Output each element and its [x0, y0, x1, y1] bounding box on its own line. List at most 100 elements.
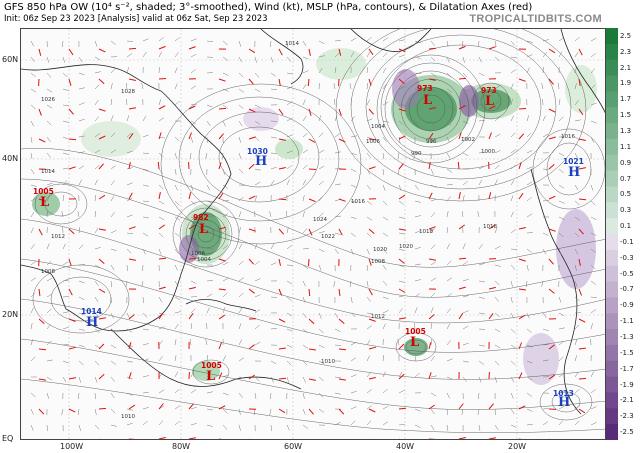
- wind-barb: [526, 312, 530, 319]
- wind-barb: [446, 340, 451, 346]
- wind-barb: [78, 226, 80, 234]
- isobar-label: 996: [426, 139, 437, 145]
- wind-barb: [126, 132, 132, 138]
- wind-barb: [574, 67, 577, 74]
- wind-barb: [190, 120, 197, 125]
- wind-barb: [174, 52, 179, 58]
- wind-barb: [110, 180, 116, 186]
- wind-barb: [238, 227, 241, 234]
- wind-barb: [30, 104, 36, 110]
- wind-barb: [462, 120, 469, 124]
- wind-barb: [174, 280, 179, 287]
- wind-barb: [366, 372, 371, 378]
- wind-barb: [158, 296, 163, 303]
- dilatation-axis: [428, 342, 432, 350]
- wind-barb: [142, 168, 149, 172]
- colorbar-tick: -0.3: [620, 253, 634, 262]
- dilatation-axis: [128, 162, 131, 170]
- wind-barb: [430, 244, 436, 250]
- wind-barb: [334, 67, 337, 74]
- wind-barb: [478, 166, 485, 170]
- wind-barb: [414, 322, 416, 330]
- colorbar-segment: [606, 107, 618, 124]
- dilatation-axis: [548, 344, 555, 350]
- wind-barb: [478, 263, 485, 266]
- dilatation-axis: [369, 438, 370, 439]
- wind-barb: [110, 392, 115, 399]
- wind-barb: [46, 72, 52, 78]
- wind-barb: [62, 136, 69, 140]
- wind-barb: [142, 152, 149, 155]
- wind-barb: [126, 40, 134, 42]
- wind-barb: [190, 264, 197, 269]
- wind-barb: [286, 344, 293, 348]
- wind-barb: [334, 40, 342, 42]
- dilatation-axis: [308, 228, 313, 236]
- wind-barb: [254, 104, 261, 108]
- wind-barb: [286, 179, 290, 186]
- wind-barb: [446, 408, 448, 416]
- wind-barb: [366, 355, 370, 362]
- wind-barb: [254, 392, 257, 399]
- dilatation-axis: [38, 378, 46, 381]
- wind-barb: [78, 280, 85, 284]
- wind-barb: [126, 264, 128, 272]
- dilatation-axis: [548, 164, 555, 170]
- wind-barb: [414, 120, 419, 127]
- wind-barb: [590, 53, 596, 58]
- wind-barb: [141, 280, 144, 287]
- wind-barb: [110, 211, 115, 218]
- wind-barb: [526, 213, 533, 218]
- wind-barb: [302, 70, 309, 74]
- wind-barb: [430, 261, 437, 266]
- isobar-label: 1002: [461, 137, 475, 143]
- wind-barb: [382, 388, 388, 394]
- wind-barb: [158, 37, 164, 42]
- wind-barb: [414, 230, 421, 234]
- wind-barb: [142, 248, 146, 255]
- dilatation-axis: [519, 438, 522, 439]
- system-value-h-1013: 1013: [553, 389, 574, 398]
- dilatation-axis: [338, 228, 343, 236]
- dilatation-axis: [368, 288, 373, 296]
- dilatation-axis: [338, 348, 347, 351]
- wind-barb: [414, 279, 421, 282]
- wind-barb: [398, 248, 405, 252]
- wind-barb: [542, 421, 549, 426]
- wind-barb: [430, 40, 435, 46]
- dilatation-axis: [488, 286, 496, 290]
- dilatation-axis: [548, 48, 556, 54]
- wind-barb: [462, 295, 469, 298]
- wind-barb: [350, 342, 357, 346]
- wind-barb: [46, 340, 52, 346]
- wind-barb: [30, 356, 36, 362]
- wind-barb: [174, 232, 180, 237]
- wind-barb: [142, 232, 149, 237]
- lon-label-100w: 100W: [60, 442, 84, 451]
- wind-barb: [222, 168, 225, 175]
- wind-barb: [270, 88, 277, 91]
- wind-barb: [158, 372, 164, 378]
- wind-barb: [238, 277, 245, 282]
- wind-barb: [334, 376, 341, 379]
- dilatation-axis: [188, 403, 194, 410]
- high-symbol-1021: H: [568, 165, 581, 180]
- wind-barb: [222, 88, 229, 92]
- wind-barb: [414, 56, 421, 59]
- dilatation-axis: [188, 105, 196, 110]
- dilatation-axis: [398, 373, 405, 380]
- wind-barb: [78, 151, 85, 154]
- wind-barb: [382, 354, 384, 362]
- dilatation-axis: [128, 226, 136, 230]
- wind-barb: [94, 247, 101, 250]
- wind-barb: [254, 324, 260, 330]
- wind-barb: [206, 248, 214, 250]
- dilatation-axis: [338, 138, 346, 143]
- wind-barb: [62, 88, 69, 91]
- wind-barb: [254, 260, 260, 266]
- wind-barb: [78, 264, 86, 266]
- dilatation-axis: [128, 107, 136, 110]
- dilatation-axis: [428, 132, 434, 140]
- dilatation-axis: [398, 288, 406, 293]
- wind-barb: [62, 296, 70, 298]
